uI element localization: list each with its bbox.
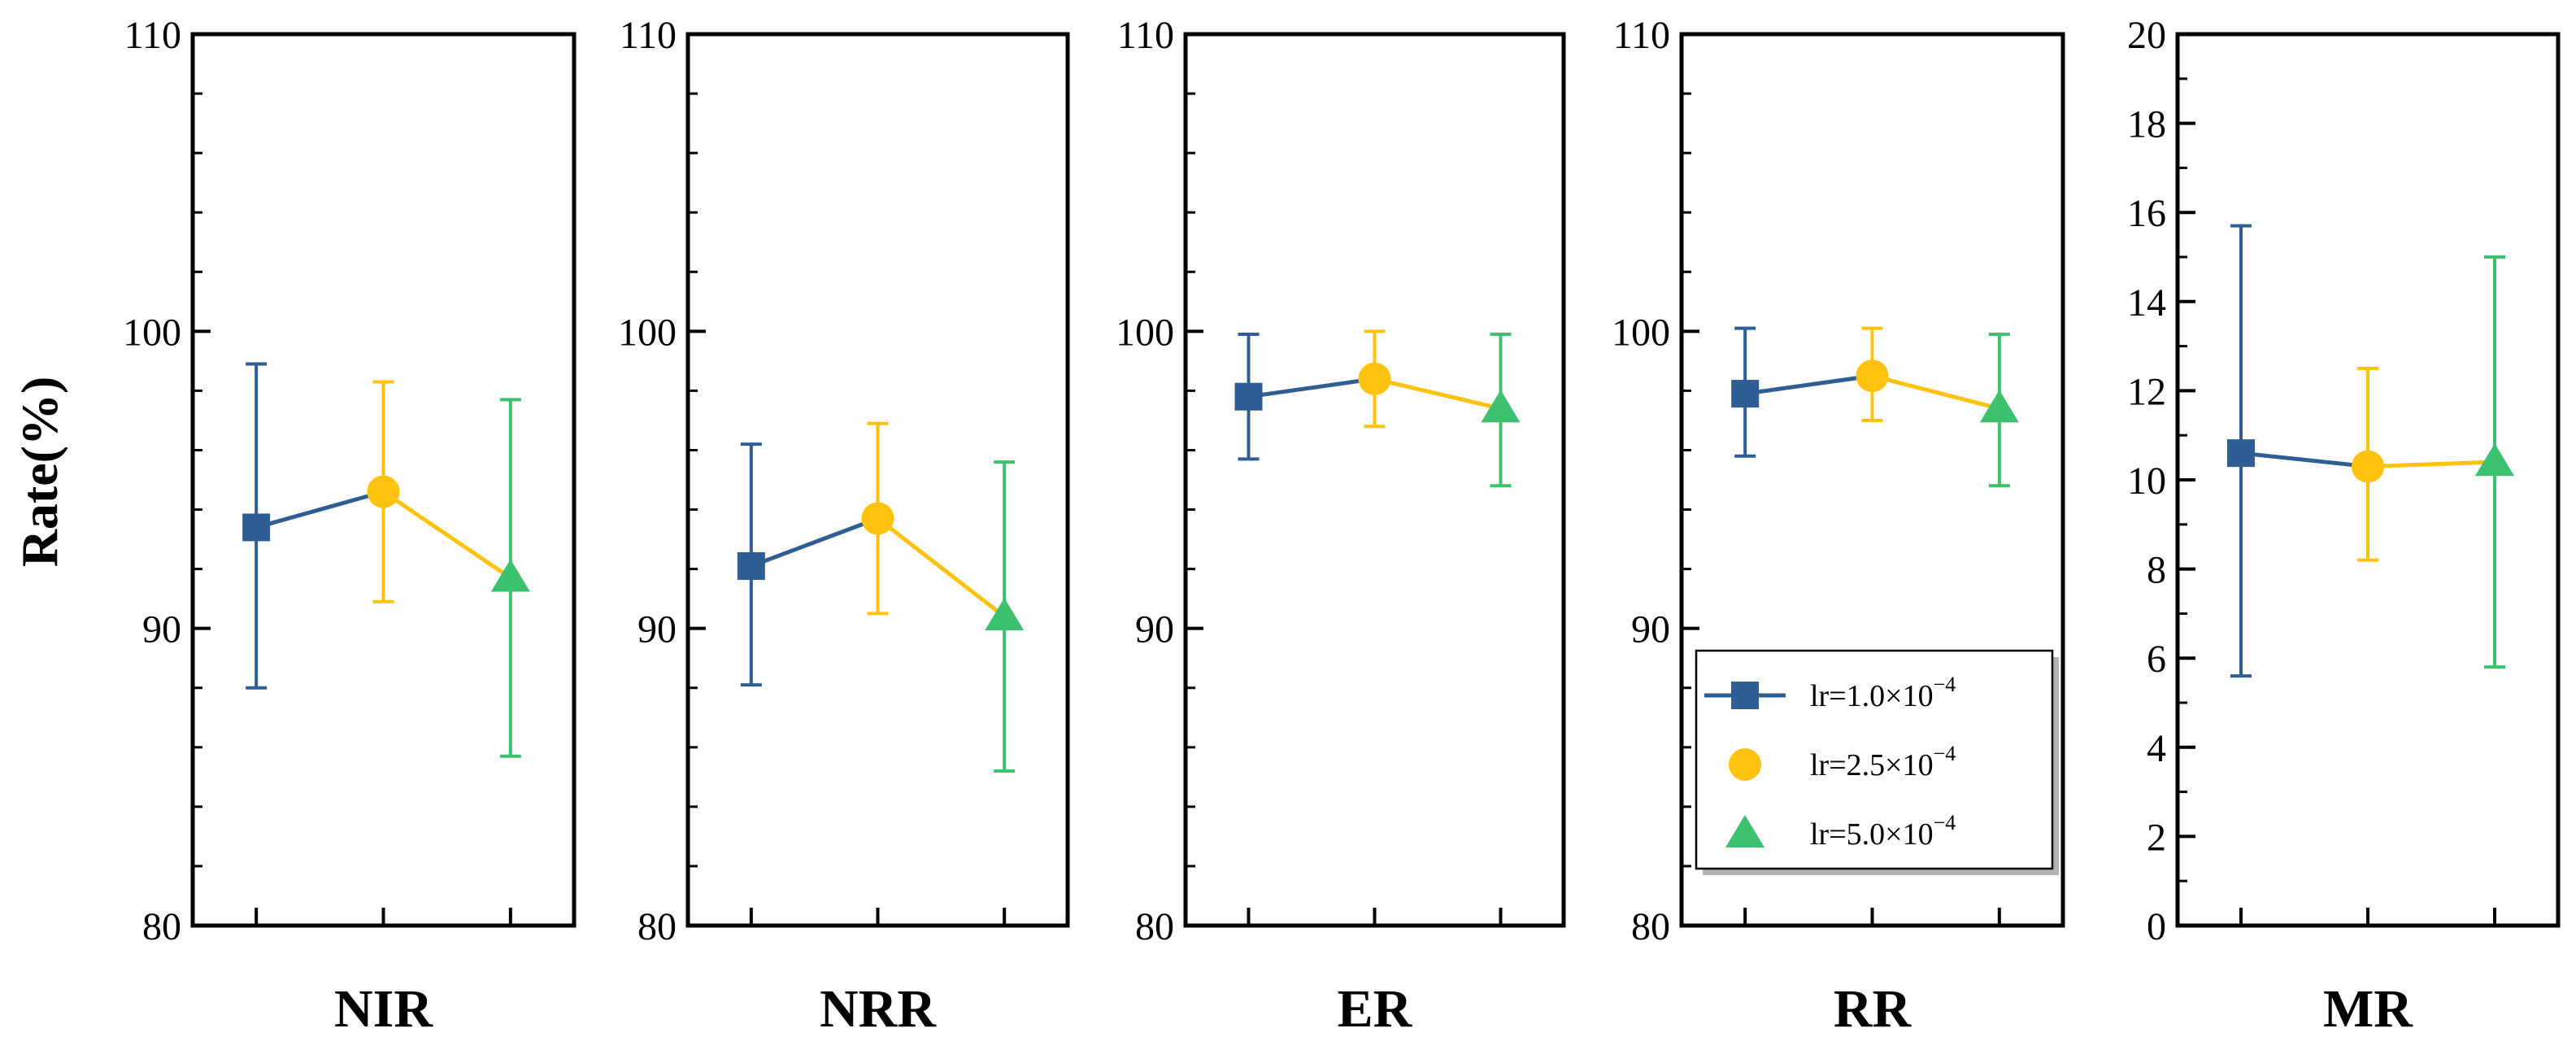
panel-label: RR: [1834, 979, 1912, 1039]
y-tick-label: 0: [2147, 905, 2166, 948]
y-tick-label: 14: [2127, 281, 2166, 325]
legend-label: lr=5.0×10−4: [1810, 811, 1956, 852]
legend-marker: [1725, 815, 1764, 847]
y-tick-label: 10: [2127, 460, 2166, 503]
data-point: [1481, 390, 1521, 423]
y-tick-label: 80: [1135, 905, 1174, 948]
data-point: [242, 513, 271, 542]
panel-rr: 80 90 100 110 RR: [1612, 14, 2065, 1039]
y-tick-label: 6: [2147, 638, 2166, 681]
y-tick-label: 100: [1612, 311, 1670, 354]
panel-label: NRR: [820, 979, 937, 1039]
data-point: [1731, 380, 1760, 408]
y-tick-label: 80: [142, 905, 181, 948]
y-tick-label: 110: [1117, 14, 1174, 57]
y-tick-label: 80: [1631, 905, 1670, 948]
data-point: [490, 559, 530, 592]
panel-label: ER: [1338, 979, 1413, 1039]
y-tick-label: 2: [2147, 816, 2166, 859]
legend-exponent: −4: [1934, 811, 1956, 834]
data-point: [1856, 359, 1889, 393]
series-line-2: [876, 516, 1006, 619]
y-tick-label: 4: [2147, 727, 2166, 770]
y-tick-label: 100: [1116, 311, 1174, 354]
legend-label: lr=1.0×10−4: [1810, 673, 1956, 713]
y-tick-label: 110: [1613, 14, 1670, 57]
legend-entry: lr=2.5×10−4: [1729, 742, 1956, 782]
data-point: [1979, 390, 2019, 423]
series-line-1: [1248, 377, 1375, 399]
y-tick-label: 20: [2127, 14, 2166, 57]
panel-label: NIR: [334, 979, 433, 1039]
series-line-1: [255, 490, 385, 529]
data-point: [367, 475, 400, 508]
panel-er: 80 90 100 110 ER: [1116, 14, 1566, 1039]
data-point: [737, 551, 765, 580]
y-tick-label: 90: [1135, 608, 1174, 651]
legend-exponent: −4: [1934, 673, 1956, 696]
series-line-1: [2240, 451, 2369, 469]
data-point: [2352, 450, 2384, 483]
y-tick-label: 110: [620, 14, 677, 57]
y-tick-label: 8: [2147, 549, 2166, 592]
y-tick-label: 12: [2127, 370, 2166, 413]
series-line-1: [750, 516, 879, 569]
legend-marker: [1731, 682, 1759, 709]
data-point: [2475, 443, 2514, 477]
series-line-2: [382, 490, 512, 580]
panel-label: MR: [2323, 979, 2413, 1039]
data-point: [985, 598, 1025, 631]
y-tick-label: 100: [123, 311, 181, 354]
y-tick-label: 90: [637, 608, 677, 651]
y-tick-label: 100: [618, 311, 677, 354]
y-tick-label: 110: [124, 14, 181, 57]
legend: lr=1.0×10−4 lr=2.5×10−4 lr=5.0×10−4: [1695, 649, 2059, 875]
panel-nir: 80 90 100 110 NIR: [123, 14, 577, 1039]
series-line-1: [1744, 373, 1873, 396]
legend-entry: lr=1.0×10−4: [1704, 673, 1956, 713]
legend-exponent: −4: [1934, 742, 1956, 765]
y-axis-label: Rate(%): [11, 377, 68, 568]
y-tick-label: 90: [142, 608, 181, 651]
legend-label: lr=2.5×10−4: [1810, 742, 1956, 782]
y-tick-label: 90: [1631, 608, 1670, 651]
data-point: [1234, 382, 1263, 411]
data-point: [861, 502, 894, 535]
y-tick-label: 80: [637, 905, 677, 948]
series-line-2: [1373, 377, 1502, 411]
y-tick-label: 18: [2127, 103, 2166, 146]
series-line-2: [1871, 373, 2000, 411]
y-tick-label: 16: [2127, 192, 2166, 235]
series-line-2: [2367, 460, 2496, 469]
data-point: [1358, 362, 1391, 395]
data-point: [2227, 439, 2255, 468]
axes-frame: [1183, 32, 1566, 928]
legend-entry: lr=5.0×10−4: [1725, 811, 1956, 852]
legend-marker: [1729, 748, 1761, 781]
panel-nrr: 80 90 100 110 NRR: [618, 14, 1070, 1039]
panel-mr: 0 2 4 6 8 10 12 14 16 18 20 MR: [2127, 14, 2561, 1039]
